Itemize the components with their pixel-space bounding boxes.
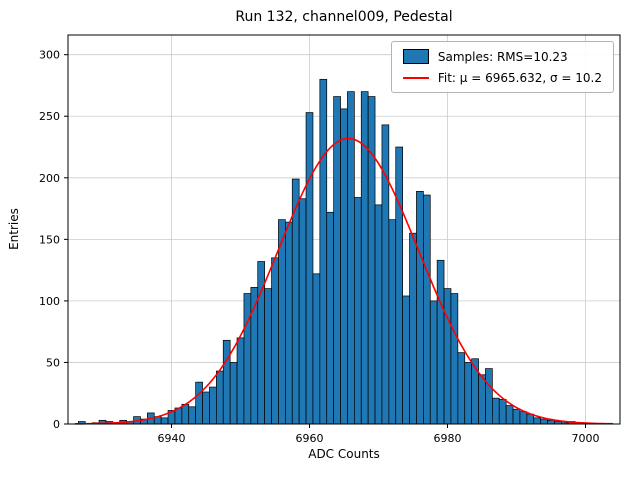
svg-text:300: 300 (39, 49, 60, 62)
legend-entry-samples: Samples: RMS=10.23 (402, 49, 602, 64)
legend: Samples: RMS=10.23 Fit: μ = 6965.632, σ … (390, 41, 614, 93)
legend-entry-fit: Fit: μ = 6965.632, σ = 10.2 (402, 71, 602, 85)
fit-line-swatch-icon (402, 77, 429, 79)
svg-text:6940: 6940 (158, 432, 186, 445)
svg-text:7000: 7000 (572, 432, 600, 445)
svg-text:250: 250 (39, 110, 60, 123)
x-axis-label: ADC Counts (308, 447, 380, 461)
svg-text:50: 50 (46, 356, 60, 369)
samples-swatch-icon (402, 49, 429, 64)
svg-text:6980: 6980 (434, 432, 462, 445)
svg-text:6960: 6960 (296, 432, 324, 445)
svg-text:200: 200 (39, 172, 60, 185)
legend-samples-label: Samples: RMS=10.23 (437, 49, 568, 64)
svg-text:0: 0 (53, 418, 60, 431)
chart-title: Run 132, channel009, Pedestal (235, 9, 453, 25)
legend-fit-label: Fit: μ = 6965.632, σ = 10.2 (437, 71, 602, 85)
svg-text:150: 150 (39, 233, 60, 246)
svg-text:100: 100 (39, 295, 60, 308)
